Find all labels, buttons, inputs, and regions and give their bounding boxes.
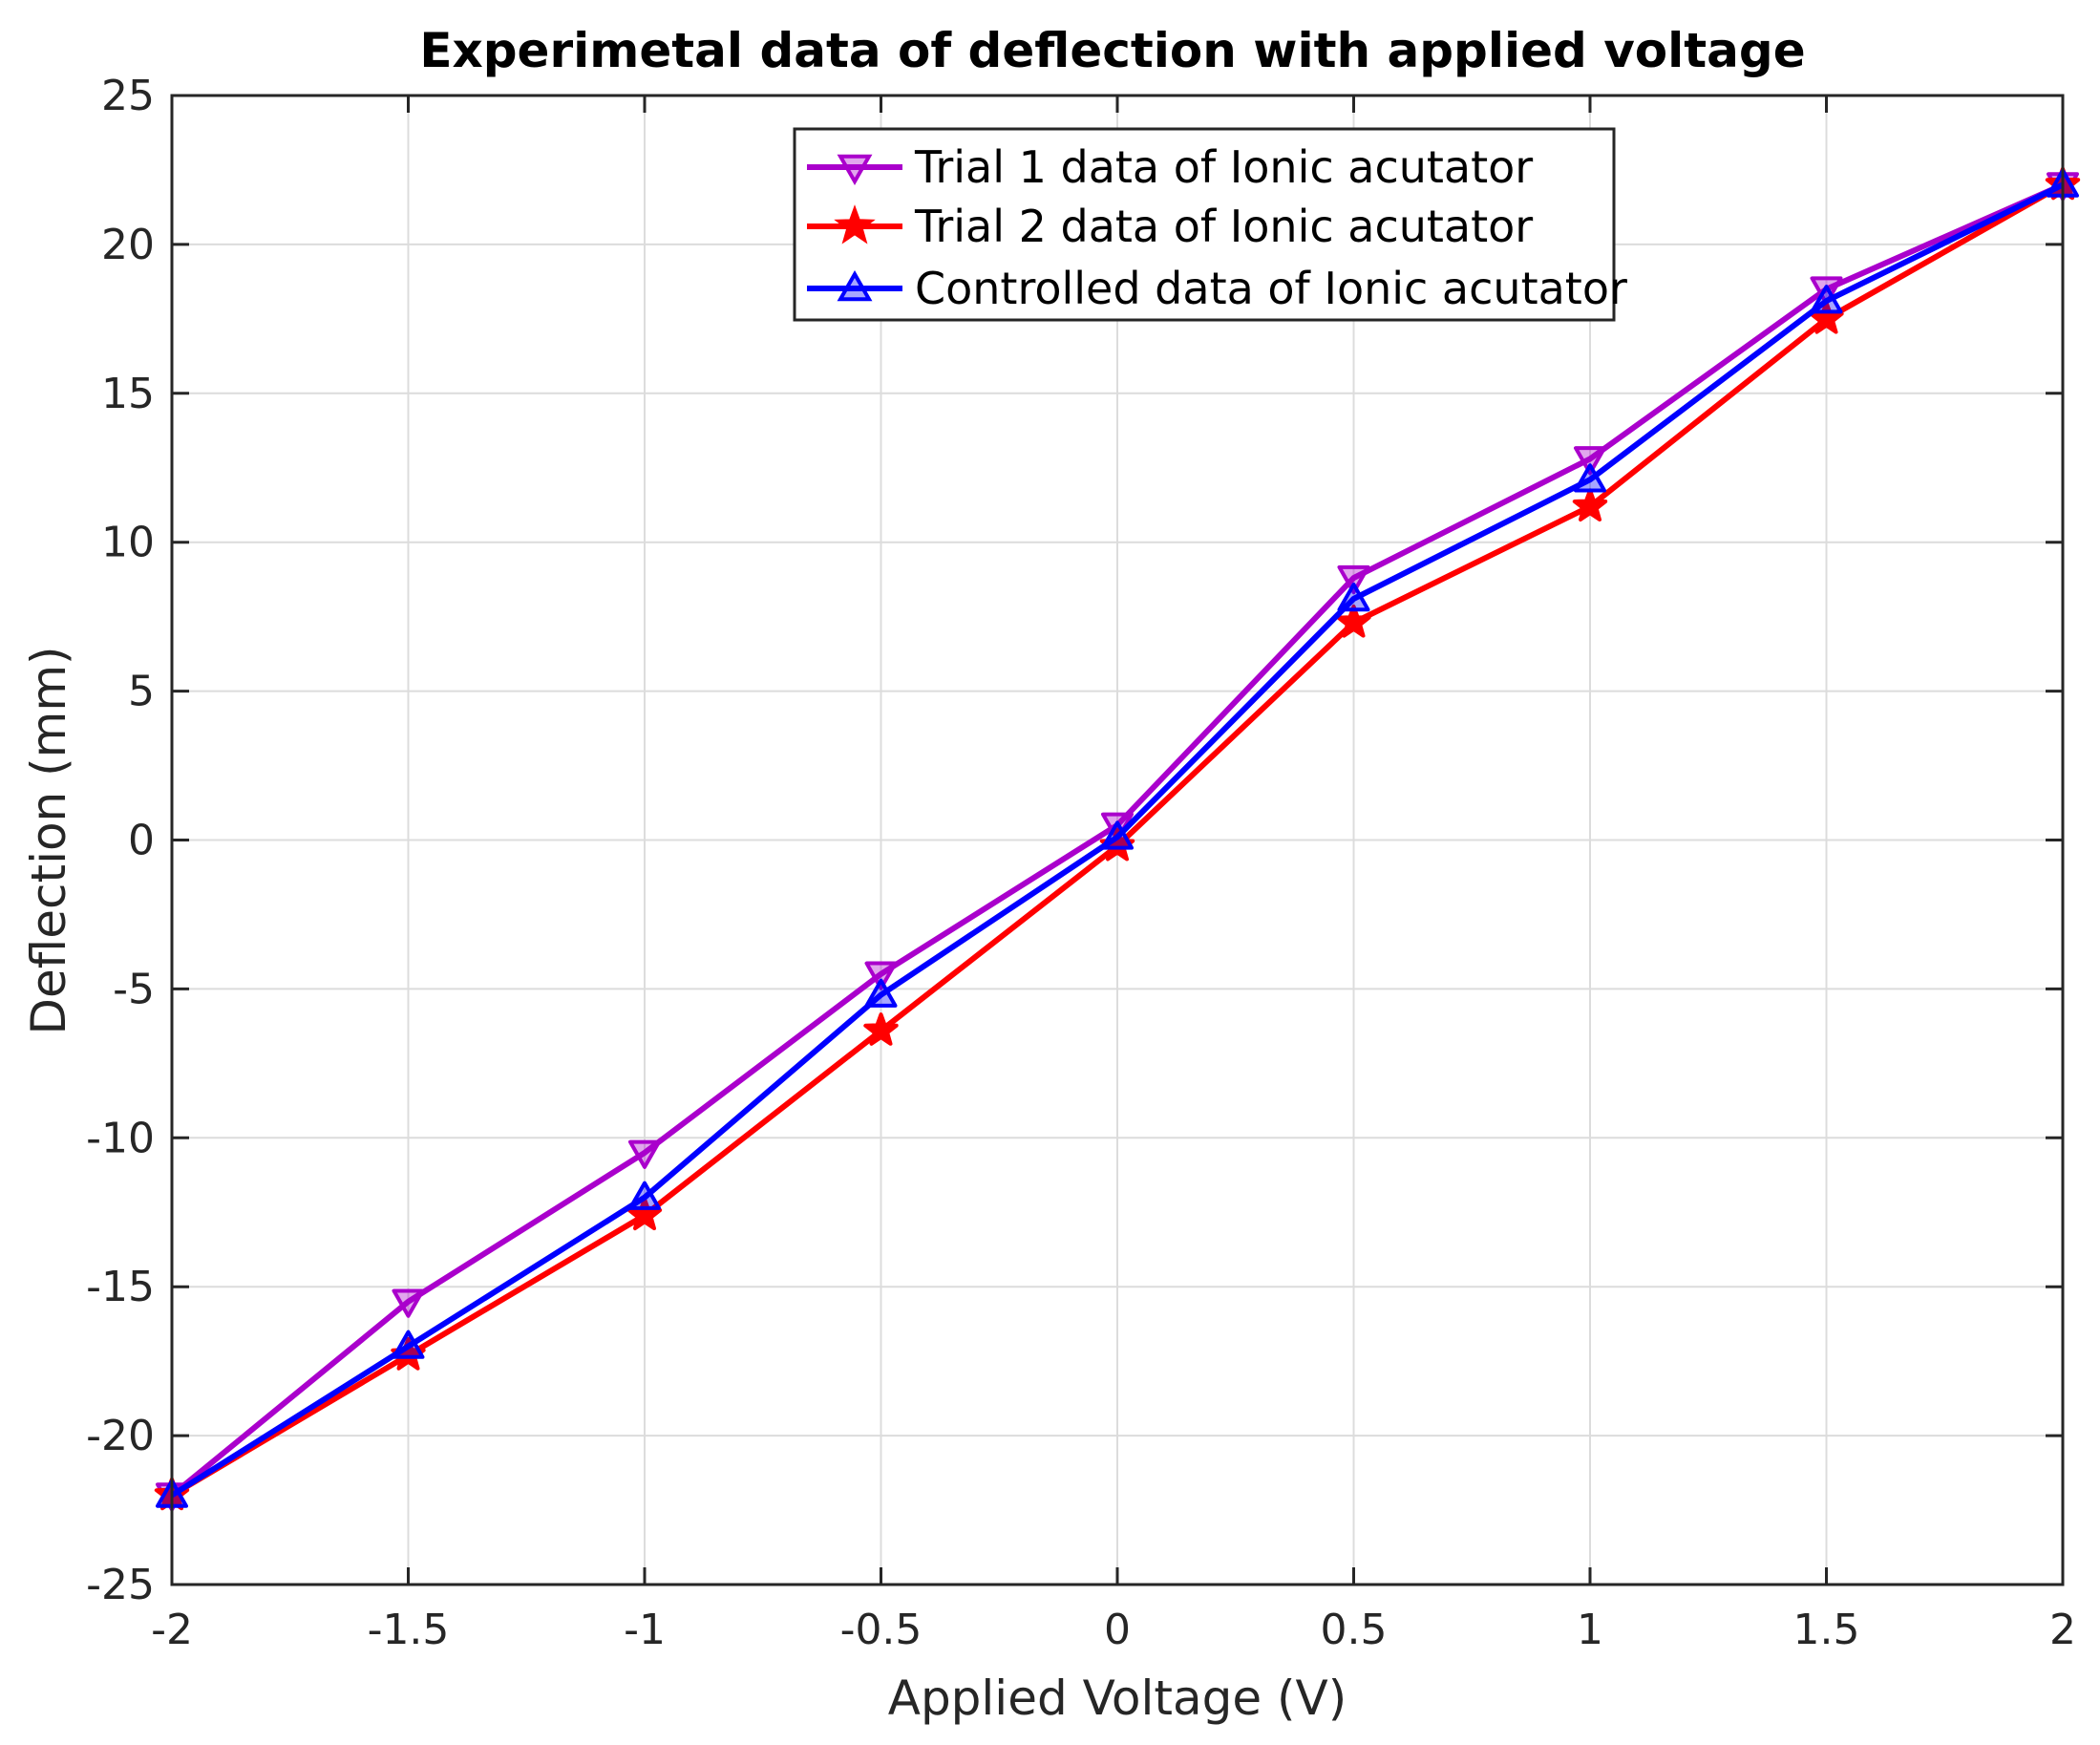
data-point: [1574, 463, 1606, 493]
x-tick-label: 0.5: [1321, 1606, 1388, 1654]
legend-marker: [837, 154, 873, 186]
y-axis-ticks: 25 20 15 10 5 0 -5 -10 -15 -20 -25: [86, 72, 2063, 1609]
x-tick-label: 1: [1577, 1606, 1603, 1654]
y-tick-label: -5: [113, 965, 155, 1013]
data-point: [1337, 564, 1370, 595]
x-axis-ticks: -2 -1.5 -1 -0.5 0 0.5 1 1.5 2: [151, 96, 2076, 1654]
y-tick-label: -10: [86, 1114, 155, 1162]
legend-box: [793, 127, 1616, 322]
data-point: [628, 1139, 661, 1169]
data-point: [1336, 604, 1371, 638]
series-line: [170, 181, 2065, 1499]
legend-label: Trial 1 data of Ionic acutator: [914, 141, 1533, 193]
data-point: [1572, 488, 1608, 521]
data-point: [392, 1288, 425, 1318]
y-tick-label: 5: [128, 668, 155, 716]
x-tick-label: -1.5: [368, 1606, 450, 1654]
legend-marker: [834, 204, 876, 245]
data-point: [864, 978, 898, 1008]
x-tick-label: 2: [2049, 1606, 2076, 1654]
legend-label: Trial 2 data of Ionic acutator: [914, 201, 1533, 252]
data-point: [626, 1197, 663, 1231]
y-axis-label: Deflection (mm): [21, 646, 76, 1034]
data-point: [392, 1330, 425, 1359]
data-point: [628, 1181, 661, 1210]
legend-marker: [837, 269, 873, 302]
y-tick-label: 15: [101, 370, 155, 418]
legend-label: Controlled data of Ionic acutator: [915, 263, 1627, 314]
y-tick-label: 20: [101, 221, 155, 269]
data-point: [864, 961, 898, 990]
data-point: [863, 1012, 899, 1046]
legend: Trial 1 data of Ionic acutator Trial 2 da…: [793, 127, 1627, 322]
legend-entry-2: Trial 2 data of Ionic acutator: [807, 201, 1533, 252]
y-tick-label: 25: [101, 72, 155, 120]
y-tick-label: 0: [128, 817, 155, 865]
data-point: [1810, 285, 1843, 314]
chart-title: Experimetal data of deflection with appl…: [419, 23, 1805, 78]
data-point: [1809, 300, 1844, 334]
x-tick-label: 0: [1104, 1606, 1131, 1654]
legend-entry-3: Controlled data of Ionic acutator: [807, 263, 1627, 314]
x-tick-label: 1.5: [1793, 1606, 1860, 1654]
data-point: [1574, 446, 1606, 476]
y-tick-label: -15: [86, 1263, 155, 1311]
y-tick-label: -20: [86, 1412, 155, 1460]
data-point: [1337, 582, 1370, 612]
y-tick-label: -25: [86, 1561, 155, 1609]
x-axis-label: Applied Voltage (V): [888, 1671, 1347, 1726]
data-point: [1810, 276, 1843, 306]
data-point: [1101, 820, 1134, 850]
y-tick-label: 10: [101, 519, 155, 567]
legend-entry-1: Trial 1 data of Ionic acutator: [807, 141, 1533, 193]
x-tick-label: -1: [624, 1606, 666, 1654]
series-layer: [154, 166, 2081, 1512]
x-tick-label: -2: [151, 1606, 193, 1654]
x-tick-label: -0.5: [840, 1606, 923, 1654]
